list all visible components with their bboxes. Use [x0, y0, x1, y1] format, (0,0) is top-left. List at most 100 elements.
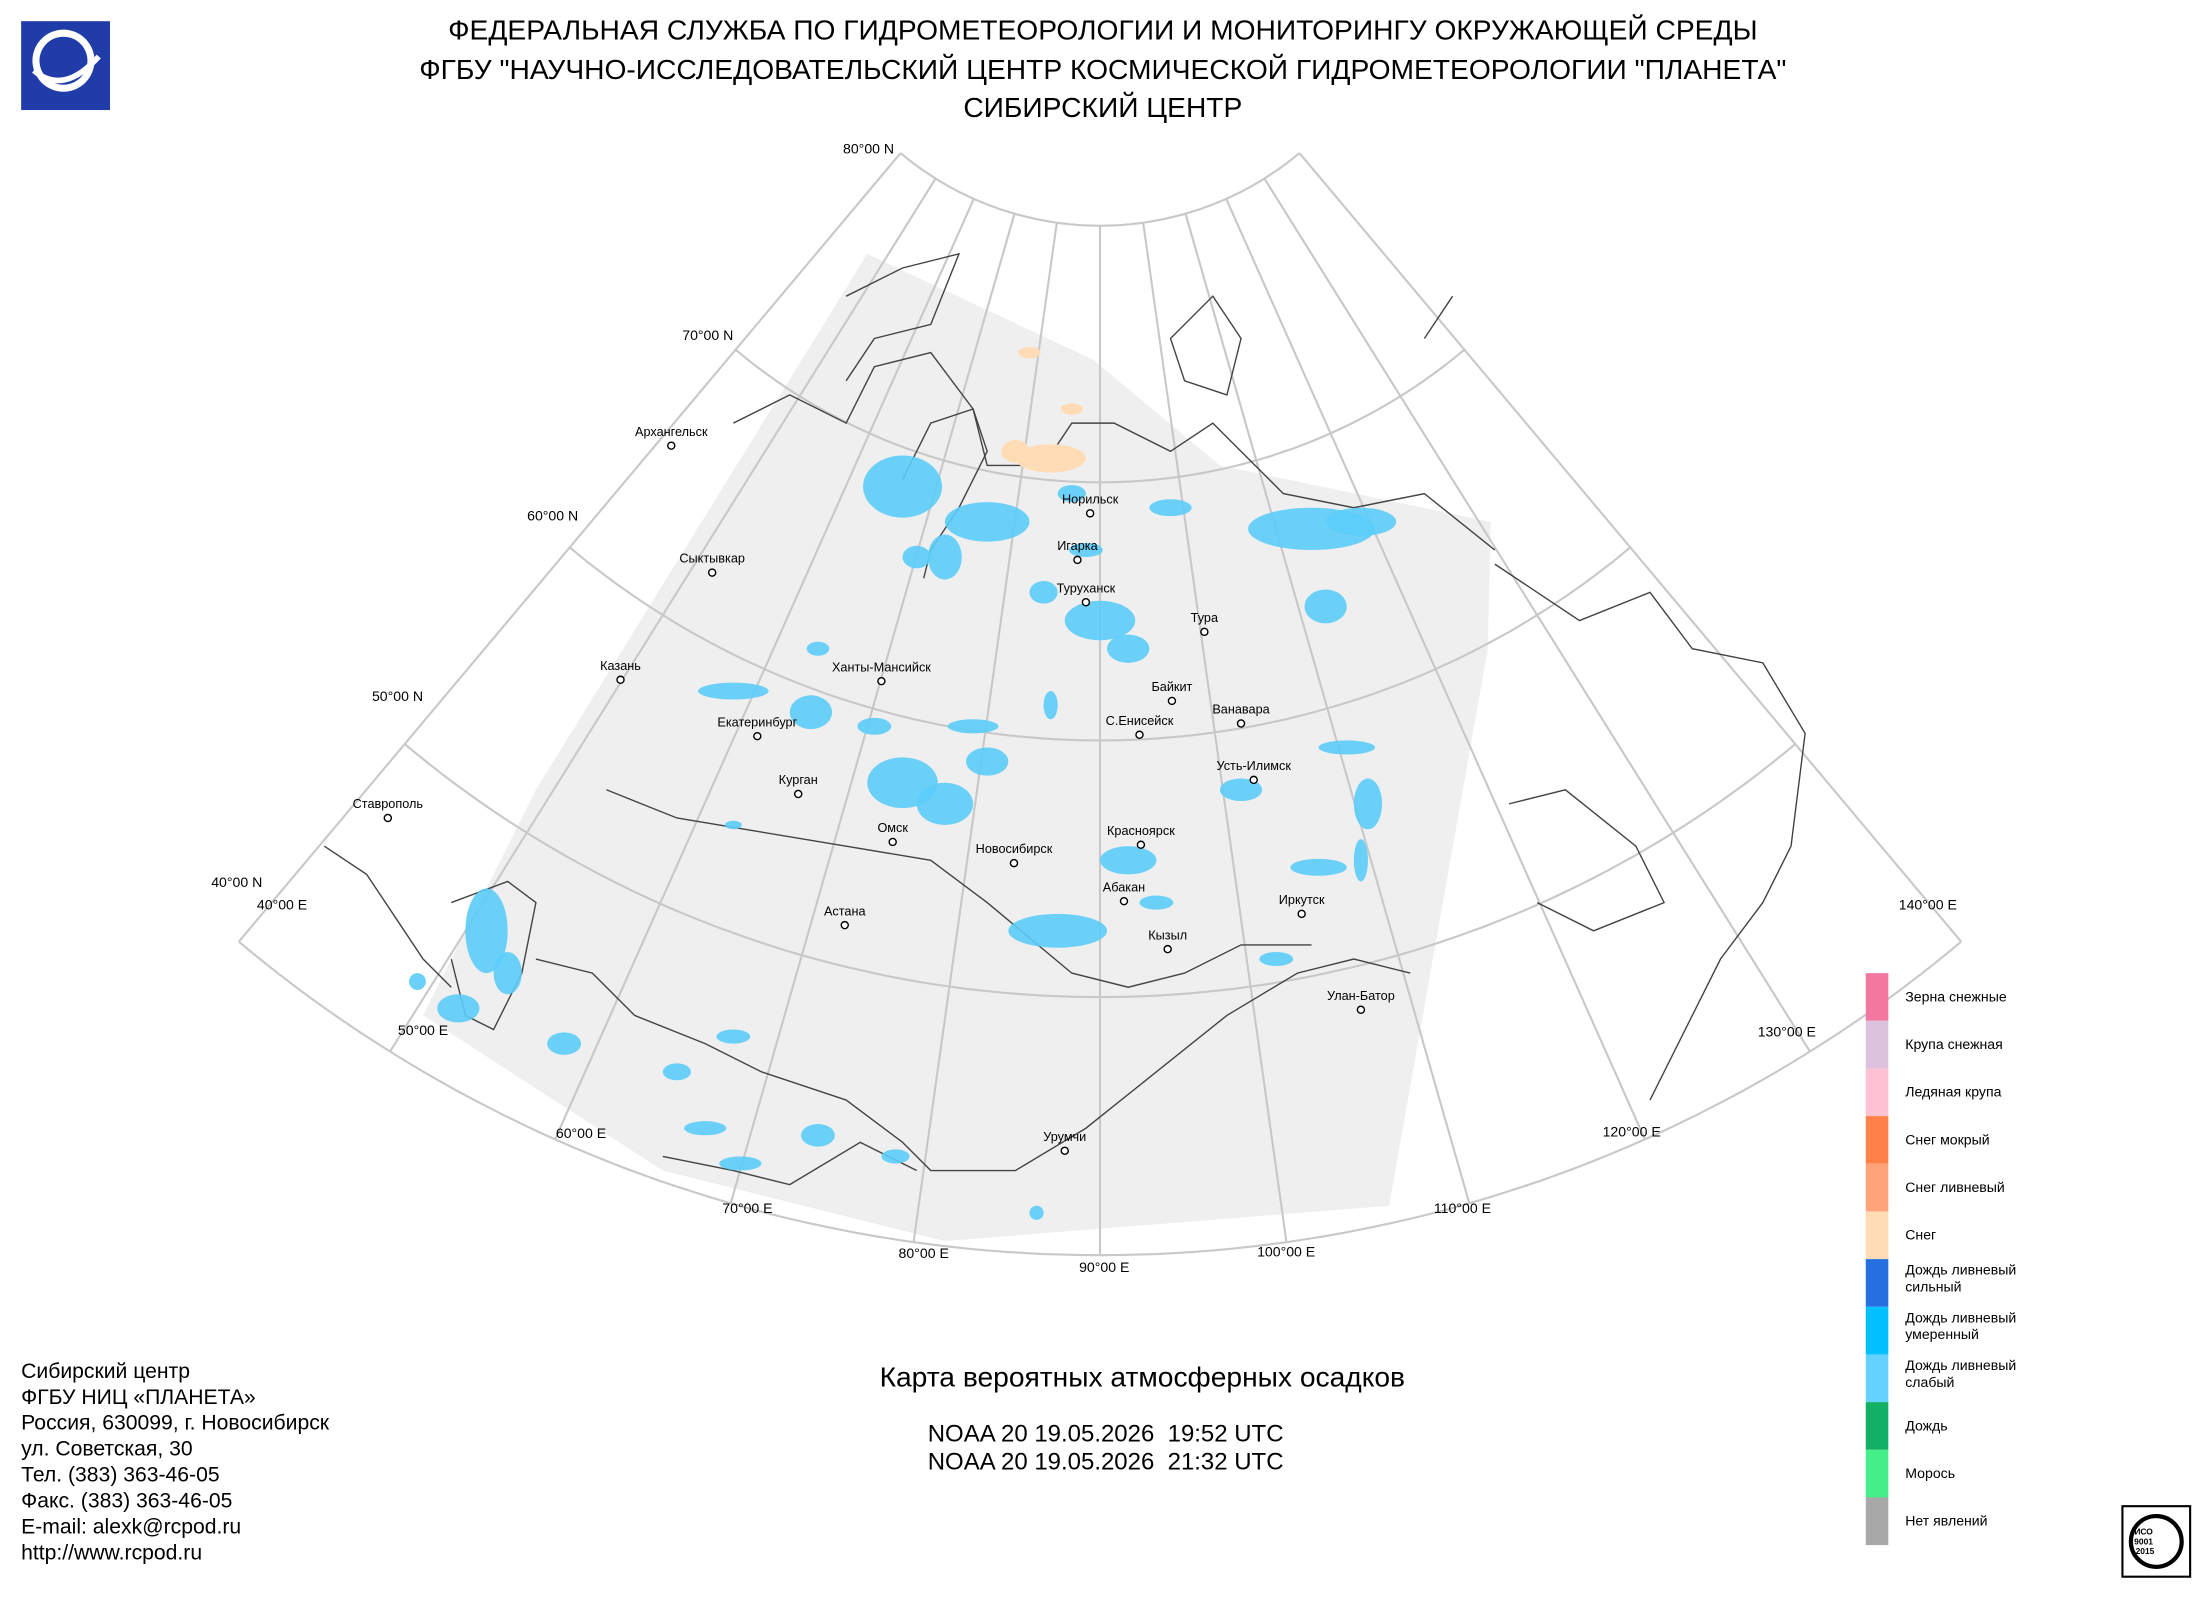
city-label: Тура: [1191, 611, 1219, 625]
pass-line: NOAA 20 19.05.2026 21:32 UTC: [928, 1449, 1284, 1476]
city-marker: [383, 813, 393, 823]
contact-line: http://www.rcpod.ru: [21, 1541, 202, 1564]
rain-area: [719, 1156, 762, 1171]
rain-area: [408, 973, 426, 991]
legend-label: умеренный: [1905, 1326, 1979, 1342]
meridian-line: [1263, 177, 1811, 1053]
black-sea-shore: [323, 845, 452, 988]
city-label: Ванавара: [1212, 703, 1270, 717]
rain-area: [1149, 499, 1192, 517]
legend-label: Снег мокрый: [1905, 1131, 1989, 1147]
city-label: Казань: [600, 659, 641, 673]
certificate: [2121, 1505, 2192, 1578]
rain-area: [547, 1032, 582, 1055]
city-marker: [1136, 840, 1146, 850]
city-label: Архангельск: [635, 425, 708, 439]
rain-area: [927, 534, 962, 580]
city-marker: [877, 676, 886, 686]
rain-area: [863, 455, 943, 518]
legend-swatch: [1865, 1402, 1889, 1450]
city-marker: [1249, 775, 1258, 785]
city-label: Норильск: [1062, 492, 1119, 506]
city-label: Ставрополь: [353, 797, 424, 811]
city-marker: [1009, 858, 1019, 868]
legend-label: Зерна снежные: [1905, 988, 2007, 1004]
city-label: Ханты-Мансийск: [832, 660, 931, 674]
city-label: Иркутск: [1279, 893, 1325, 907]
city-marker: [1073, 555, 1082, 565]
legend-swatch: [1865, 1306, 1889, 1355]
contact-line: Сибирский центр: [21, 1360, 190, 1383]
legend-label: Дождь: [1905, 1417, 1947, 1433]
legend-swatch: [1865, 1020, 1889, 1069]
graticule: [238, 152, 1962, 1257]
cities: Архангельск Сыктывкар Казань Екатеринбург Ку…: [353, 425, 1395, 1156]
rain-area: [881, 1149, 910, 1164]
city-marker: [616, 675, 625, 685]
legend-swatch: [1865, 1259, 1889, 1307]
city-label: Екатеринбург: [717, 715, 797, 729]
city-marker: [1135, 730, 1144, 740]
parallel-line: [899, 152, 1301, 227]
satellite-swath: [423, 253, 1491, 1242]
precipitation: [408, 346, 1397, 1220]
meridian-label: 80°00 E: [899, 1245, 949, 1261]
rain-area: [683, 1121, 727, 1136]
city-label: Игарка: [1057, 539, 1098, 553]
meridian-label: 50°00 E: [398, 1022, 448, 1038]
pass-line: NOAA 20 19.05.2026 19:52 UTC: [928, 1420, 1284, 1447]
city-marker: [1163, 944, 1172, 954]
city-marker: [1081, 597, 1091, 607]
city-marker: [1119, 896, 1129, 906]
snow-area: [1015, 444, 1086, 473]
rain-area: [465, 888, 508, 974]
meridian-line: [554, 198, 975, 1140]
rain-area: [1318, 740, 1375, 755]
legend-swatch: [1865, 1354, 1889, 1403]
meridian-line: [238, 152, 902, 943]
certificate-frame: [2121, 1505, 2192, 1578]
parallel-label: 60°00 N: [527, 507, 578, 523]
legend-label: Морось: [1905, 1465, 1955, 1481]
rain-area: [1107, 634, 1150, 663]
city-label: Усть-Илимск: [1216, 759, 1291, 773]
snow-area: [1060, 403, 1084, 415]
city-marker: [1060, 1146, 1069, 1156]
rain-area: [902, 545, 931, 569]
product-title: Карта вероятных атмосферных осадков: [880, 1360, 1405, 1392]
legend-label: Снег: [1905, 1227, 1936, 1243]
rain-area: [1100, 846, 1157, 875]
legend-label: Дождь ливневый: [1905, 1357, 2016, 1373]
rain-area: [1353, 839, 1368, 882]
rain-area: [944, 502, 1030, 542]
parallel-label: 70°00 N: [682, 327, 733, 343]
certificate-ring: [2128, 1513, 2184, 1569]
legend-label: Нет явлений: [1905, 1513, 1987, 1529]
parallel-label: 40°00 N: [211, 874, 262, 890]
rain-area: [1064, 600, 1136, 641]
meridian-label: 60°00 E: [556, 1125, 606, 1141]
rain-area: [1219, 778, 1263, 802]
meridian-label: 40°00 E: [257, 897, 307, 913]
city-label: Омск: [877, 821, 908, 835]
rain-area: [698, 682, 769, 700]
coastlines: [323, 252, 1806, 1186]
rain-area: [437, 994, 480, 1023]
meridian-line: [729, 213, 1016, 1204]
rain-area: [1325, 507, 1397, 536]
legend-swatch: [1865, 973, 1889, 1021]
rain-area: [801, 1124, 835, 1147]
rain-area: [716, 1029, 751, 1044]
meridian-line: [1298, 152, 1962, 943]
rain-area: [1304, 589, 1347, 624]
rain-area: [1043, 691, 1058, 720]
certificate-text: -2015: [2133, 1546, 2155, 1556]
contact-line: Тел. (383) 363-46-05: [21, 1464, 219, 1487]
header-line: ФЕДЕРАЛЬНАЯ СЛУЖБА ПО ГИДРОМЕТЕОРОЛОГИИ …: [448, 14, 1757, 46]
meridian-label: 110°00 E: [1434, 1200, 1491, 1216]
legend-label: Дождь ливневый: [1905, 1309, 2016, 1325]
meridian-label: 140°00 E: [1899, 897, 1957, 913]
city-marker: [753, 731, 762, 741]
rain-area: [1259, 951, 1294, 967]
